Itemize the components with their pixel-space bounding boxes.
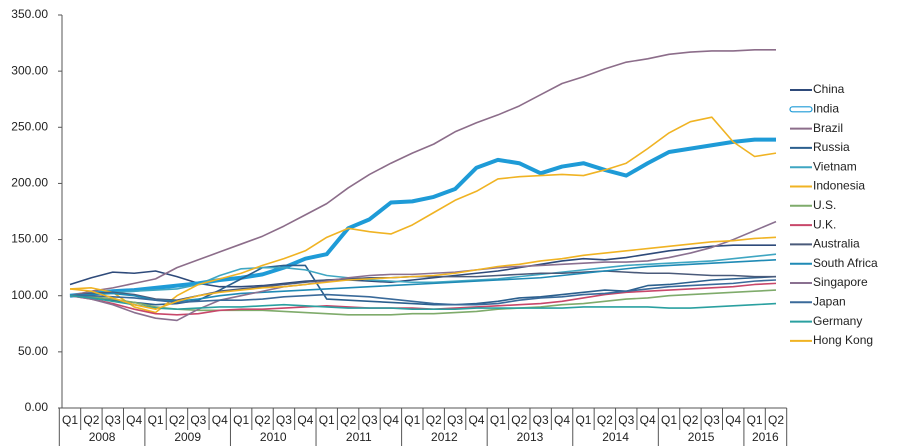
x-tick-label: Q1 [490, 413, 506, 427]
series-line [69, 253, 777, 297]
y-tick-label: 100.00 [11, 288, 48, 302]
x-tick-label: Q1 [575, 413, 591, 427]
x-group-label: 2012 [431, 430, 458, 444]
x-tick-label: Q4 [212, 413, 228, 427]
y-tick-label: 150.00 [11, 232, 48, 246]
x-tick-label: Q4 [468, 413, 484, 427]
x-tick-label: Q3 [618, 413, 634, 427]
x-group-label: 2010 [260, 430, 287, 444]
x-tick-label: Q2 [83, 413, 99, 427]
series-line [69, 49, 776, 297]
x-tick-label: Q3 [276, 413, 292, 427]
x-tick-label: Q2 [768, 413, 784, 427]
legend-label: Australia [813, 237, 860, 251]
x-tick-label: Q3 [447, 413, 463, 427]
x-tick-label: Q2 [340, 413, 356, 427]
x-group-label: 2014 [602, 430, 629, 444]
x-tick-label: Q2 [682, 413, 698, 427]
series-line [69, 236, 777, 310]
x-tick-label: Q3 [190, 413, 206, 427]
legend-label: Indonesia [813, 179, 865, 193]
series-line [69, 220, 777, 322]
x-tick-label: Q2 [169, 413, 185, 427]
x-group-label: 2011 [346, 430, 372, 444]
y-tick-label: 250.00 [11, 119, 48, 133]
legend-label: Japan [813, 294, 846, 308]
x-tick-label: Q1 [319, 413, 335, 427]
series-line [69, 137, 776, 298]
x-tick-label: Q1 [404, 413, 420, 427]
x-group-label: 2008 [89, 430, 116, 444]
x-group-label: 2009 [174, 430, 201, 444]
x-tick-label: Q2 [511, 413, 527, 427]
x-group-label: 2016 [752, 430, 779, 444]
legend-label: U.K. [813, 217, 836, 231]
x-tick-label: Q3 [362, 413, 378, 427]
y-tick-label: 200.00 [11, 176, 48, 190]
y-tick-label: 300.00 [11, 63, 48, 77]
x-group-label: 2015 [688, 430, 715, 444]
legend-label: Hong Kong [813, 333, 873, 347]
x-tick-label: Q4 [725, 413, 741, 427]
x-tick-label: Q1 [661, 413, 677, 427]
legend-swatch [789, 106, 813, 113]
series-line [70, 279, 777, 306]
series-line [69, 289, 777, 316]
x-tick-label: Q2 [597, 413, 613, 427]
series-line [69, 116, 777, 314]
x-tick-label: Q3 [704, 413, 720, 427]
x-tick-label: Q4 [640, 413, 656, 427]
x-tick-label: Q4 [126, 413, 142, 427]
y-tick-label: 0.00 [25, 400, 49, 414]
y-tick-label: 350.00 [11, 7, 48, 21]
x-tick-label: Q4 [297, 413, 313, 427]
x-tick-label: Q1 [233, 413, 249, 427]
legend-label: Brazil [813, 121, 843, 135]
series-line [69, 294, 777, 310]
series-line [69, 258, 777, 303]
legend-label: South Africa [813, 256, 878, 270]
x-tick-label: Q1 [62, 413, 78, 427]
x-tick-label: Q2 [255, 413, 271, 427]
series-line [69, 282, 777, 316]
legend-label: Germany [813, 314, 862, 328]
legend-label: Vietnam [813, 159, 857, 173]
x-tick-label: Q3 [105, 413, 121, 427]
y-tick-label: 50.00 [18, 344, 48, 358]
legend-label: China [813, 82, 845, 96]
legend-label: Singapore [813, 275, 868, 289]
legend-label: India [813, 101, 839, 115]
x-tick-label: Q2 [426, 413, 442, 427]
x-tick-label: Q1 [747, 413, 763, 427]
series-line [69, 244, 776, 288]
x-group-label: 2013 [517, 430, 544, 444]
x-tick-label: Q4 [554, 413, 570, 427]
x-tick-label: Q4 [383, 413, 399, 427]
legend-label: U.S. [813, 198, 836, 212]
legend-label: Russia [813, 140, 850, 154]
x-tick-label: Q3 [533, 413, 549, 427]
x-tick-label: Q1 [148, 413, 164, 427]
